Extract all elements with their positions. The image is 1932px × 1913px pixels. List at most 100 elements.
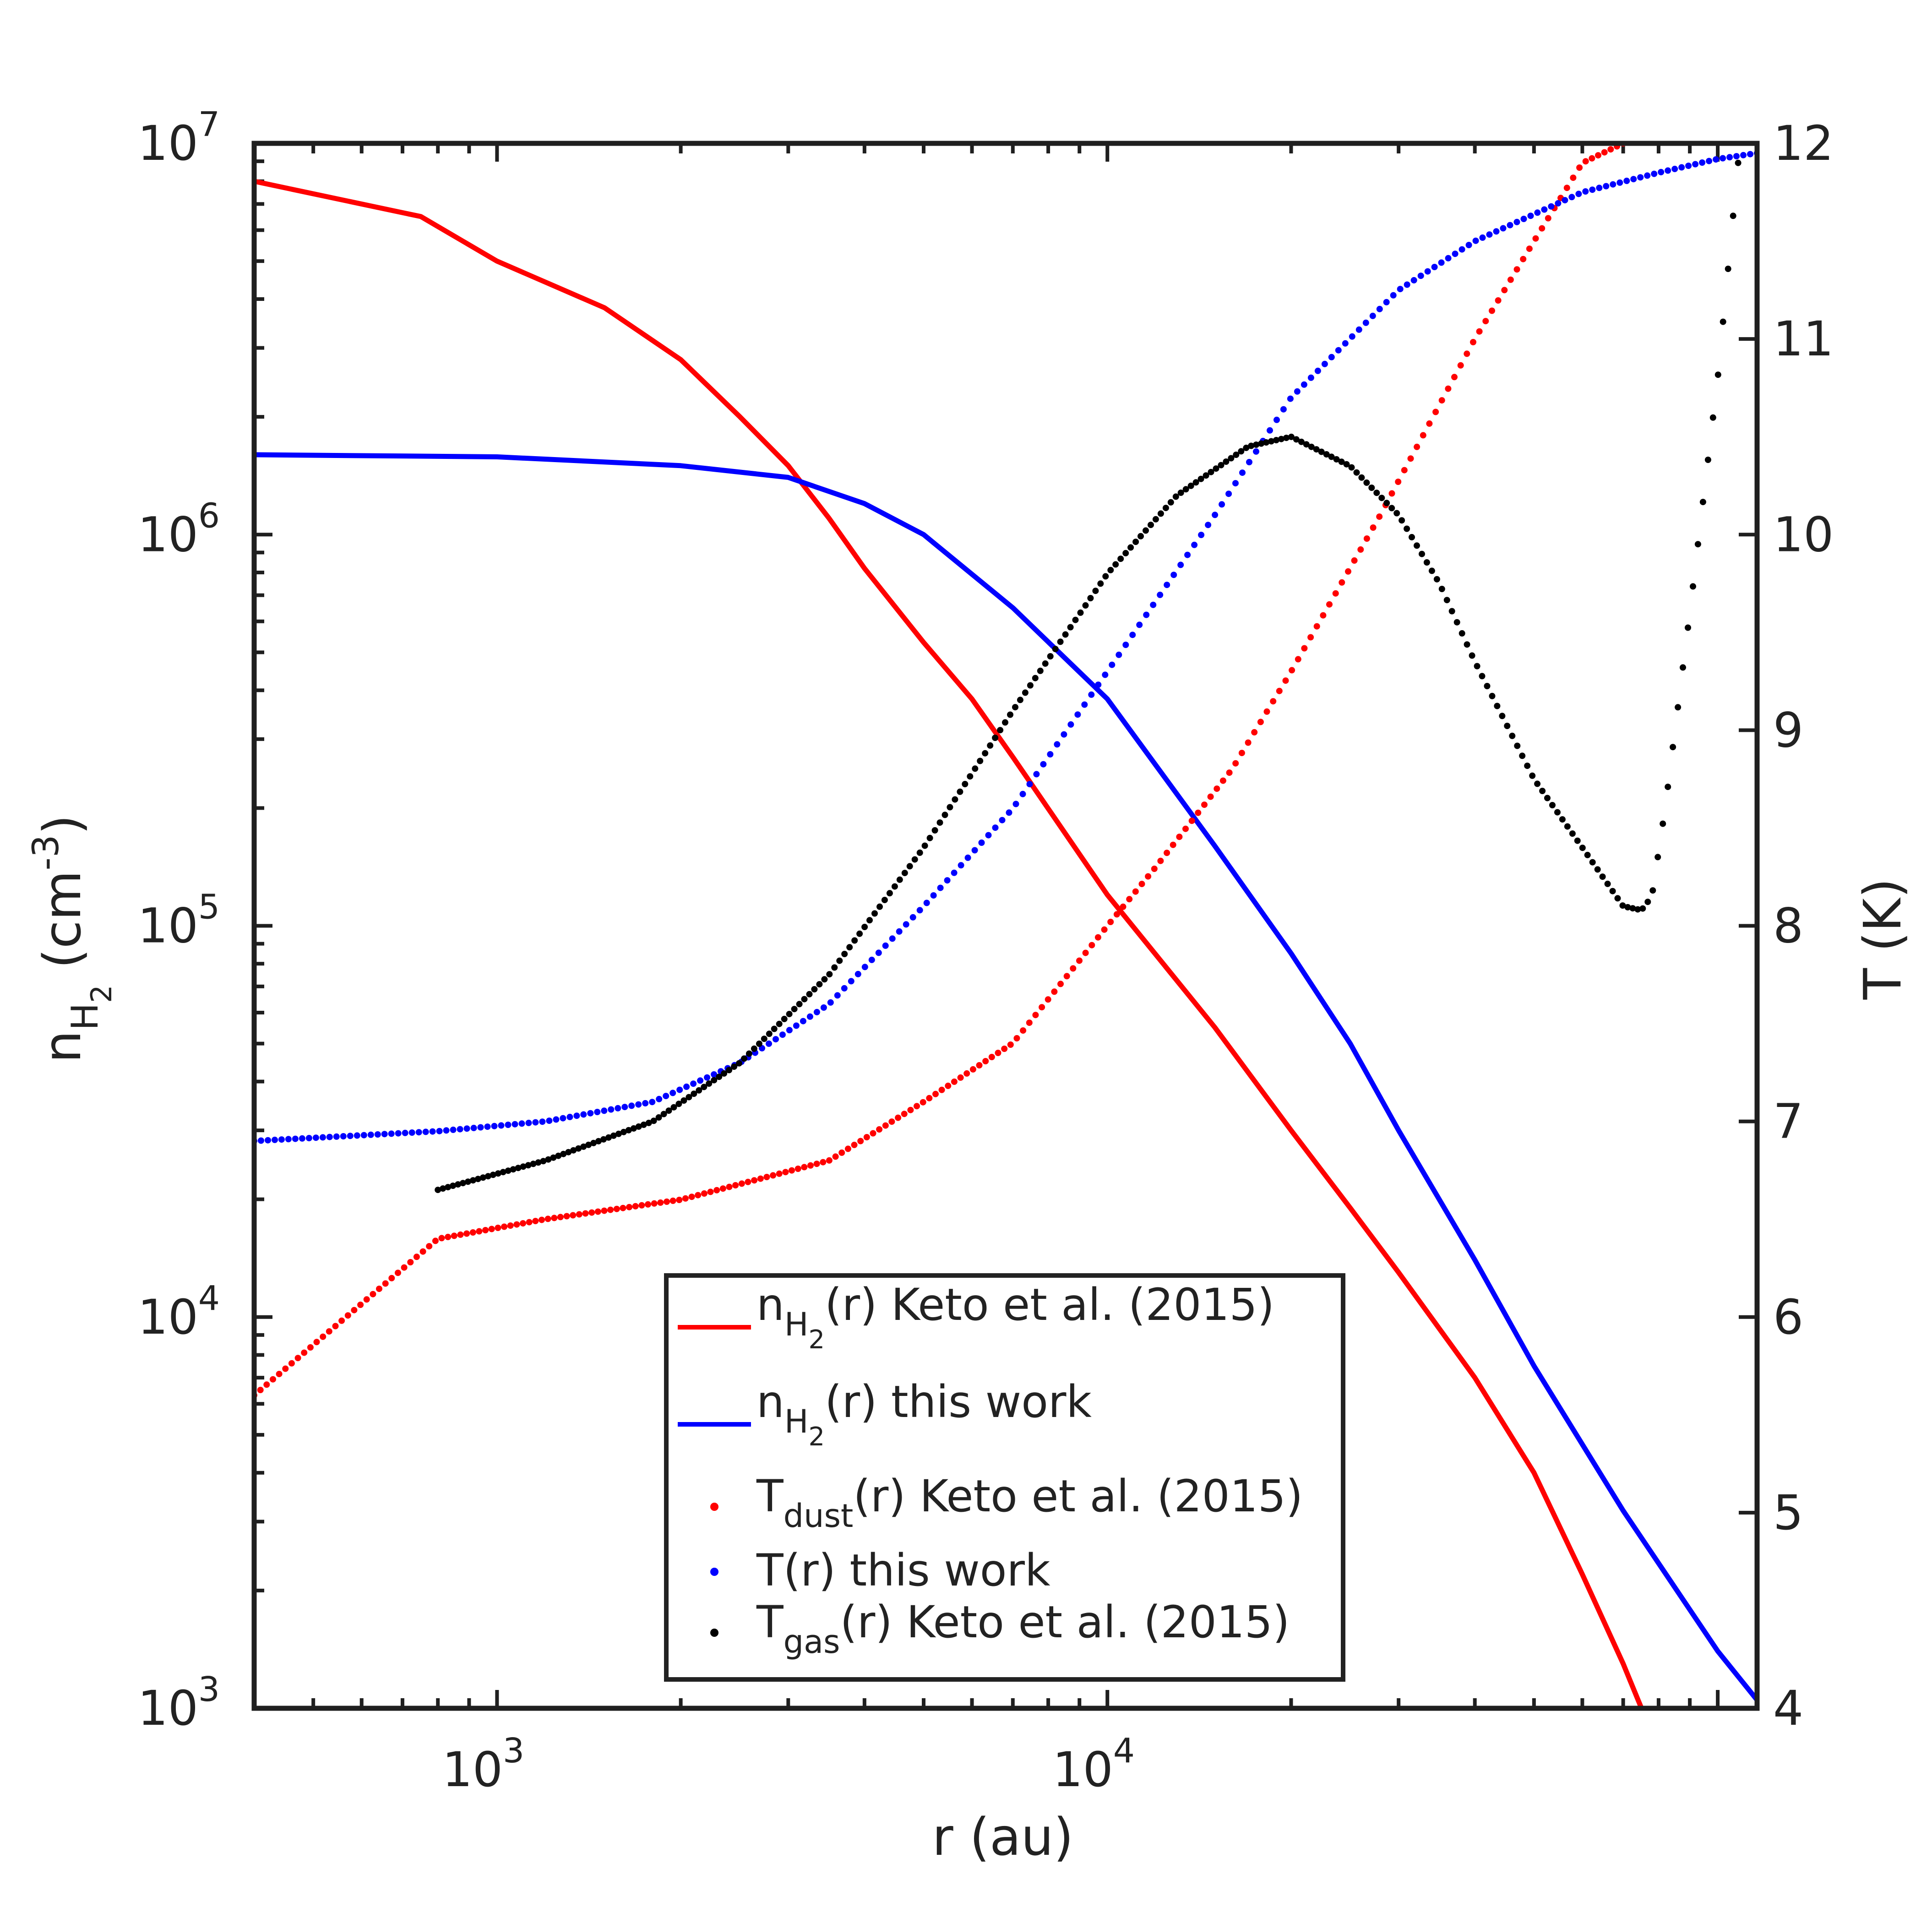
series-point	[1559, 816, 1566, 823]
series-point	[401, 1264, 408, 1271]
series-point	[731, 1063, 737, 1070]
series-point	[1548, 203, 1555, 210]
series-point	[270, 1376, 276, 1383]
series-point	[419, 1248, 426, 1255]
series-point	[746, 1050, 752, 1057]
series-point	[1541, 206, 1548, 213]
series-point	[820, 1159, 827, 1166]
series-point	[1027, 682, 1034, 689]
series-point	[761, 1036, 767, 1042]
series-point	[844, 1145, 851, 1152]
series-point	[1081, 701, 1088, 708]
series-point	[1228, 455, 1235, 462]
series-point	[576, 1211, 582, 1218]
series-point	[1694, 541, 1701, 548]
y-left-tick-label: 104	[138, 1279, 220, 1345]
series-point	[707, 1188, 714, 1195]
series-point	[1219, 501, 1225, 508]
series-point	[1225, 491, 1232, 497]
series-point	[313, 1339, 320, 1346]
series-point	[826, 1157, 833, 1164]
y-left-label-sub: H	[64, 1003, 106, 1030]
y-axis-left-label: nH2 (cm-3)	[26, 815, 118, 1063]
series-point	[889, 935, 896, 942]
series-point	[650, 1117, 657, 1124]
y-right-tick-label: 7	[1773, 1094, 1803, 1150]
series-point	[800, 1018, 806, 1025]
series-point	[1544, 795, 1551, 801]
series-point	[1182, 825, 1189, 832]
series-point	[1747, 151, 1753, 158]
series-point	[1479, 234, 1486, 241]
y-right-tick-label: 5	[1773, 1485, 1803, 1541]
series-point	[957, 1074, 964, 1081]
series-point	[1088, 691, 1095, 698]
series-point	[951, 1078, 958, 1085]
series-point	[1276, 687, 1283, 694]
series-point	[1094, 934, 1101, 941]
series-point	[916, 849, 923, 856]
legend-entry-0: nH2(r) Keto et al. (2015)	[756, 1279, 1274, 1355]
series-point	[570, 1212, 577, 1219]
series-point	[680, 1097, 687, 1104]
series-point	[645, 1201, 651, 1208]
series-point	[1120, 903, 1127, 910]
series-point	[1335, 347, 1342, 354]
series-point	[507, 1222, 514, 1229]
series-point	[1397, 286, 1404, 293]
series-point	[841, 985, 848, 992]
series-point	[600, 1136, 607, 1143]
series-point	[1045, 996, 1051, 1003]
series-point	[1063, 973, 1070, 980]
series-point	[895, 1114, 902, 1121]
series-point	[573, 1112, 580, 1119]
series-point	[608, 1106, 615, 1113]
series-point	[766, 1030, 773, 1037]
series-point	[367, 1131, 374, 1138]
y-axis-right-label: T (K)	[1853, 878, 1913, 1000]
y-left-label-unit-exp: -3	[26, 835, 67, 871]
series-point	[789, 1167, 795, 1174]
series-point	[834, 992, 841, 999]
series-point	[1328, 354, 1335, 360]
series-point	[553, 1116, 560, 1123]
series-point	[515, 1165, 522, 1172]
series-point	[1465, 242, 1472, 248]
series-point	[294, 1355, 301, 1362]
series-point	[1047, 653, 1054, 659]
series-point	[1438, 397, 1445, 404]
series-point	[463, 1230, 470, 1237]
series-point	[1320, 612, 1327, 619]
series-point	[550, 1154, 557, 1161]
series-point	[1644, 899, 1651, 905]
series-point	[1658, 169, 1665, 175]
series-layer	[254, 143, 1757, 1708]
series-point	[1033, 771, 1040, 778]
series-point	[726, 1183, 733, 1190]
series-point	[520, 1220, 526, 1227]
series-point	[326, 1328, 332, 1335]
series-point	[1569, 830, 1576, 837]
y-right-tick-label: 6	[1773, 1289, 1803, 1345]
series-point	[347, 1133, 354, 1139]
series-point	[1116, 651, 1122, 658]
series-point	[838, 1149, 845, 1156]
series-point	[1720, 155, 1726, 162]
series-point	[615, 1130, 622, 1137]
series-point	[491, 1123, 498, 1129]
series-point	[1223, 458, 1230, 465]
series-point	[992, 735, 999, 741]
series-point	[923, 899, 930, 906]
series-point	[1051, 988, 1058, 995]
series-point	[1469, 652, 1475, 659]
series-point	[801, 1164, 808, 1171]
series-point	[1709, 414, 1716, 421]
series-point	[964, 854, 971, 861]
series-point	[1584, 851, 1591, 858]
series-point	[451, 1232, 457, 1239]
series-point	[676, 1086, 683, 1093]
series-point	[1355, 326, 1362, 333]
series-point	[1417, 273, 1424, 279]
series-point	[832, 1153, 839, 1160]
